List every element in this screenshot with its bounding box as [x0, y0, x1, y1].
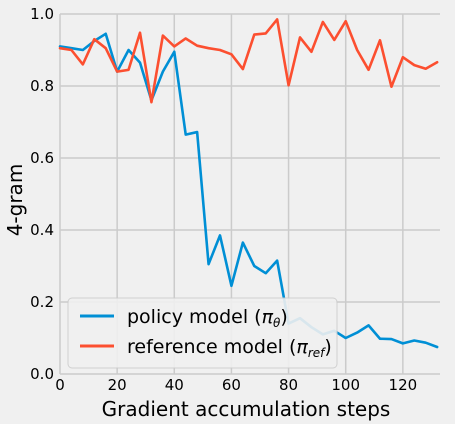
x-tick-label: 40 — [165, 376, 184, 394]
y-tick-label: 0.2 — [30, 293, 54, 311]
x-tick-label: 20 — [108, 376, 127, 394]
x-tick-label: 80 — [279, 376, 298, 394]
y-tick-label: 0.4 — [30, 221, 54, 239]
legend-policy-label: policy model (πθ) — [127, 306, 288, 330]
y-tick-label: 0.8 — [30, 77, 54, 95]
legend-reference-label: reference model (πref) — [127, 336, 332, 360]
legend-box — [67, 297, 338, 369]
y-axis-label: 4-gram — [3, 164, 27, 237]
x-tick-label: 60 — [222, 376, 241, 394]
y-tick-label: 0.0 — [30, 365, 54, 383]
reference-series-line — [58, 18, 439, 104]
tick-label-layer: 0 20 40 60 80 100 120 0.0 0.2 0.4 0.6 0.8 1.0 — [30, 5, 417, 394]
y-tick-label: 0.6 — [30, 149, 54, 167]
x-tick-label: 120 — [389, 376, 418, 394]
x-axis-label: Gradient accumulation steps — [102, 397, 391, 421]
y-tick-label: 1.0 — [30, 5, 54, 23]
legend: policy model (πθ) reference model (πref) — [67, 297, 338, 369]
x-tick-label: 100 — [331, 376, 360, 394]
policy-series-line — [58, 32, 439, 349]
x-tick-label: 0 — [55, 376, 65, 394]
series-layer — [58, 18, 439, 349]
